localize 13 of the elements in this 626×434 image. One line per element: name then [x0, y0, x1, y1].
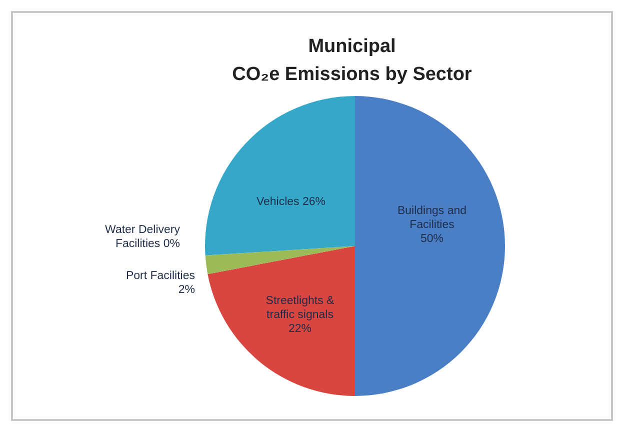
slice-label: Buildings and Facilities — [397, 205, 467, 231]
chart-title: Municipal CO₂e Emissions by Sector — [232, 36, 472, 85]
slice-label: Vehicles 26% — [256, 196, 326, 208]
slice-label: Streetlights & traffic signals — [266, 295, 335, 321]
pie-slice — [355, 96, 505, 396]
pie-slice — [208, 246, 355, 396]
pie-slice — [205, 96, 355, 256]
category-label: Water Delivery Facilities 0% — [105, 224, 180, 250]
data-label: 22% — [288, 323, 312, 335]
slice-label: Port Facilities — [126, 270, 196, 282]
data-label: 50% — [420, 233, 444, 245]
data-label: 2% — [178, 284, 195, 296]
pie-slice — [205, 246, 355, 274]
